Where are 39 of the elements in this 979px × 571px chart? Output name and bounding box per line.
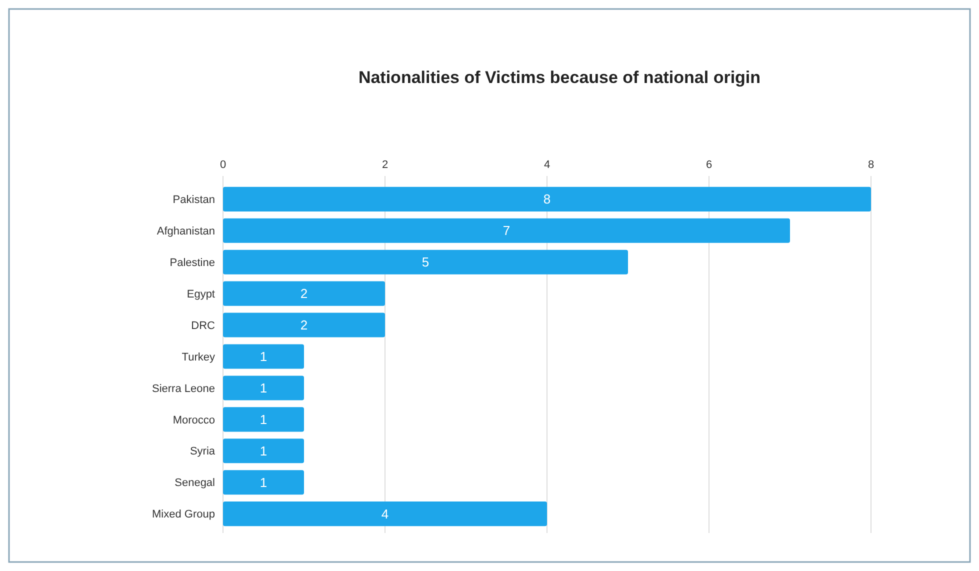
chart-title: Nationalities of Victims because of national origin <box>358 68 761 87</box>
data-label: 5 <box>422 254 430 270</box>
data-label: 2 <box>300 286 308 302</box>
bar <box>223 502 547 526</box>
y-tick-label: Turkey <box>182 351 216 364</box>
y-tick-label: Mixed Group <box>152 508 215 521</box>
data-label: 1 <box>260 443 268 458</box>
x-tick-label: 0 <box>220 159 226 171</box>
bar <box>223 407 304 432</box>
y-tick-label: Syria <box>190 446 216 458</box>
x-tick-label: 6 <box>706 159 712 171</box>
bar <box>223 376 304 400</box>
x-tick-label: 2 <box>382 159 388 171</box>
bar <box>223 250 628 274</box>
bar <box>223 438 304 464</box>
y-tick-label: DRC <box>191 320 216 332</box>
bar <box>223 186 871 212</box>
bar <box>223 281 385 306</box>
bar <box>223 312 385 338</box>
bar <box>223 344 304 369</box>
y-tick-label: Egypt <box>186 288 215 300</box>
bar <box>223 218 790 243</box>
y-tick-label: Sierra Leone <box>152 382 215 395</box>
y-tick-label: Pakistan <box>172 194 215 206</box>
data-label: 1 <box>260 349 268 364</box>
data-label: 7 <box>502 223 510 238</box>
y-tick-label: Senegal <box>174 477 215 490</box>
data-label: 1 <box>260 474 268 490</box>
y-tick-label: Morocco <box>172 414 215 426</box>
x-tick-label: 4 <box>544 159 550 171</box>
data-label: 2 <box>300 318 308 333</box>
y-tick-label: Afghanistan <box>156 226 215 238</box>
data-label: 8 <box>543 192 551 207</box>
bar <box>223 470 304 495</box>
data-label: 1 <box>260 380 268 396</box>
y-tick-label: Palestine <box>170 256 215 269</box>
data-label: 4 <box>381 506 389 522</box>
x-tick-label: 8 <box>868 159 874 171</box>
data-label: 1 <box>260 412 268 427</box>
